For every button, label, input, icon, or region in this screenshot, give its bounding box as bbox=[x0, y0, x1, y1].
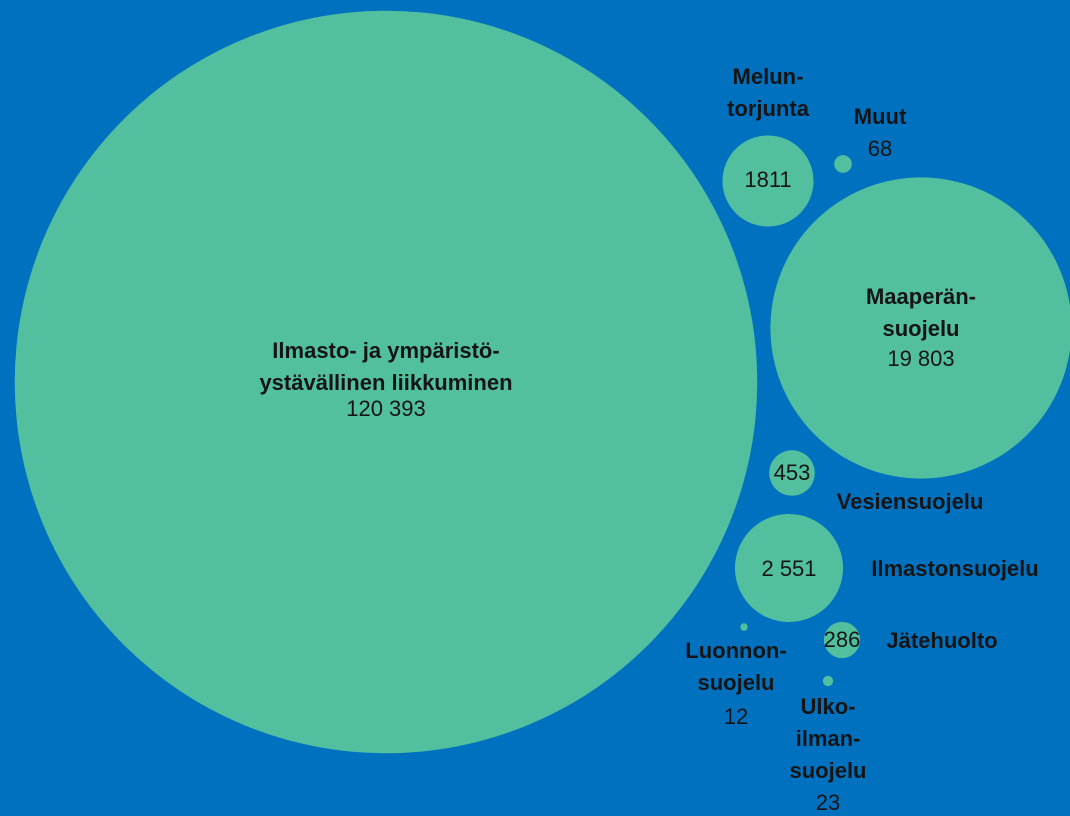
bubble bbox=[823, 621, 861, 659]
bubble bbox=[14, 10, 758, 754]
bubble bbox=[822, 675, 834, 687]
bubble-name: Melun- bbox=[733, 64, 804, 89]
bubble-name: Ilmastonsuojelu bbox=[871, 556, 1038, 581]
bubble bbox=[734, 513, 844, 623]
bubble-value: 1811 bbox=[744, 167, 791, 192]
bubble bbox=[740, 623, 748, 631]
bubble-name: torjunta bbox=[727, 96, 810, 121]
bubble-name: suojelu bbox=[697, 670, 774, 695]
bubble-value: 19 803 bbox=[887, 346, 954, 371]
bubble bbox=[769, 450, 815, 496]
bubble-value: 68 bbox=[868, 136, 892, 161]
bubble-name: Jätehuolto bbox=[886, 628, 997, 653]
bubble-name: Vesiensuojelu bbox=[837, 489, 984, 514]
bubble-value: 2 551 bbox=[761, 556, 816, 581]
bubble-value: 120 393 bbox=[346, 396, 426, 421]
bubble-value: 286 bbox=[824, 627, 861, 652]
bubble-name: Ulko- bbox=[801, 694, 856, 719]
bubble-name: Maaperän- bbox=[866, 284, 976, 309]
bubble-name: Luonnon- bbox=[685, 638, 786, 663]
bubble-name: suojelu bbox=[789, 758, 866, 783]
bubble-name: Muut bbox=[854, 104, 907, 129]
bubble-value: 453 bbox=[774, 460, 811, 485]
bubble bbox=[770, 177, 1070, 479]
bubble-value: 12 bbox=[724, 704, 748, 729]
bubble-value: 23 bbox=[816, 790, 840, 815]
bubble bbox=[722, 135, 814, 227]
bubble-name: ystävällinen liikkuminen bbox=[259, 370, 512, 395]
bubble-name: ilman- bbox=[796, 726, 861, 751]
bubble bbox=[834, 155, 852, 173]
bubble-name: suojelu bbox=[882, 316, 959, 341]
bubble-name: Ilmasto- ja ympäristö- bbox=[272, 338, 499, 363]
